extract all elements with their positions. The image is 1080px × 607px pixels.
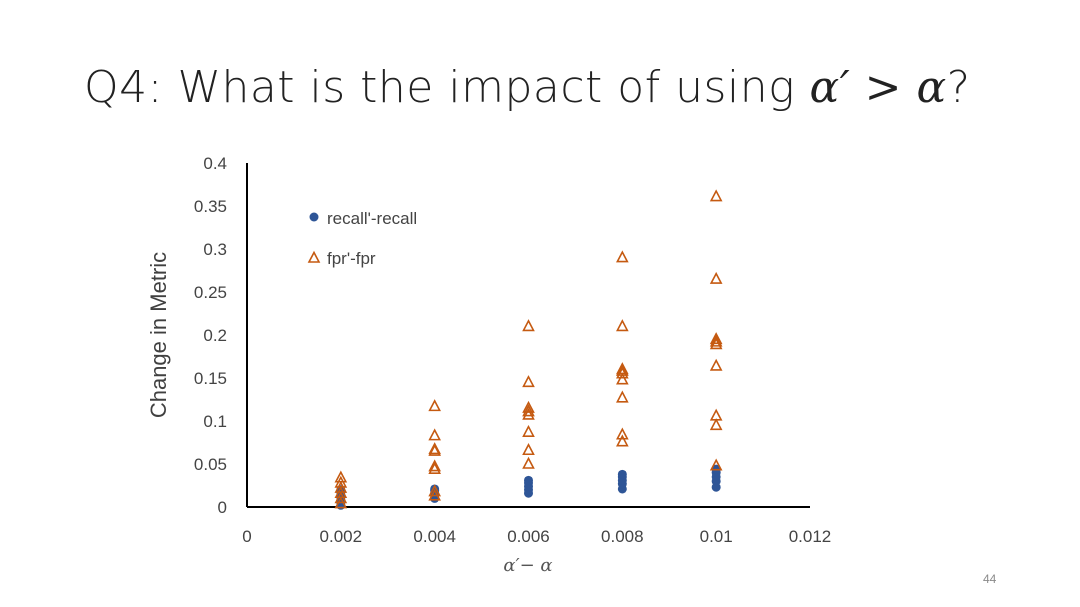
x-tick-label: 0.002 [320, 527, 363, 546]
fpr-point [709, 189, 723, 202]
y-tick-label: 0.35 [194, 197, 227, 216]
legend-fpr-marker [307, 250, 321, 263]
fpr-point [709, 458, 723, 471]
y-tick-label: 0.3 [203, 240, 227, 259]
fpr-point [522, 404, 535, 417]
legend-fpr-label: fpr'-fpr [327, 249, 376, 268]
legend-recall-marker [309, 212, 319, 222]
data-points [334, 189, 723, 510]
x-tick-labels: 0 0.002 0.004 0.006 0.008 0.01 0.012 [242, 527, 831, 546]
y-tick-label: 0.4 [203, 154, 227, 173]
y-tick-labels: 0 0.05 0.1 0.15 0.2 0.25 0.3 0.35 0.4 [194, 154, 227, 517]
x-tick-label: 0.006 [507, 527, 550, 546]
fpr-point [709, 271, 723, 284]
fpr-point [522, 407, 535, 420]
fpr-point [616, 250, 629, 263]
fpr-point [428, 428, 441, 441]
x-tick-label: 0.01 [700, 527, 733, 546]
y-axis-label: Change in Metric [146, 252, 171, 418]
x-tick-label: 0 [242, 527, 251, 546]
x-tick-label: 0.008 [601, 527, 644, 546]
slide-number: 44 [983, 572, 997, 586]
fpr-point [616, 390, 629, 403]
fpr-point [522, 375, 535, 388]
fpr-point [522, 424, 535, 437]
x-axis-label: α′− α [503, 555, 552, 576]
fpr-point [709, 334, 723, 347]
fpr-point [709, 418, 723, 431]
fpr-point [709, 358, 723, 371]
slide-title-text: Q4: What is the impact of using [84, 62, 810, 113]
fpr-point [428, 461, 441, 474]
recall-point [617, 469, 627, 479]
y-tick-label: 0.2 [203, 326, 227, 345]
recall-point [524, 475, 533, 485]
legend-recall-label: recall'-recall [327, 209, 417, 228]
y-tick-label: 0 [218, 498, 227, 517]
fpr-point [709, 332, 723, 345]
x-tick-label: 0.004 [413, 527, 456, 546]
fpr-point [616, 363, 629, 376]
fpr-point [616, 372, 629, 385]
y-tick-label: 0.1 [203, 412, 227, 431]
fpr-point [522, 443, 535, 456]
slide-title: Q4: What is the impact of using α′ > α? [84, 62, 971, 113]
fpr-point [522, 319, 535, 332]
y-tick-label: 0.05 [194, 455, 227, 474]
fpr-point [616, 427, 629, 440]
x-tick-label: 0.012 [789, 527, 832, 546]
fpr-point [428, 443, 441, 456]
fpr-point [616, 434, 629, 447]
fpr-point [334, 470, 348, 483]
fpr-point [428, 484, 441, 497]
fpr-point [428, 459, 441, 472]
fpr-point [428, 488, 441, 501]
slide-title-math: α′ > α [809, 62, 947, 113]
fpr-point [428, 442, 441, 455]
fpr-point [709, 408, 723, 421]
fpr-point [616, 362, 629, 375]
y-tick-label: 0.25 [194, 283, 227, 302]
fpr-point [522, 456, 535, 469]
y-tick-label: 0.15 [194, 369, 227, 388]
fpr-point [616, 319, 629, 332]
fpr-point [428, 399, 441, 412]
fpr-point [522, 400, 535, 413]
chart-legend: recall'-recall fpr'-fpr [307, 209, 417, 268]
slide-title-suffix: ? [946, 62, 971, 113]
